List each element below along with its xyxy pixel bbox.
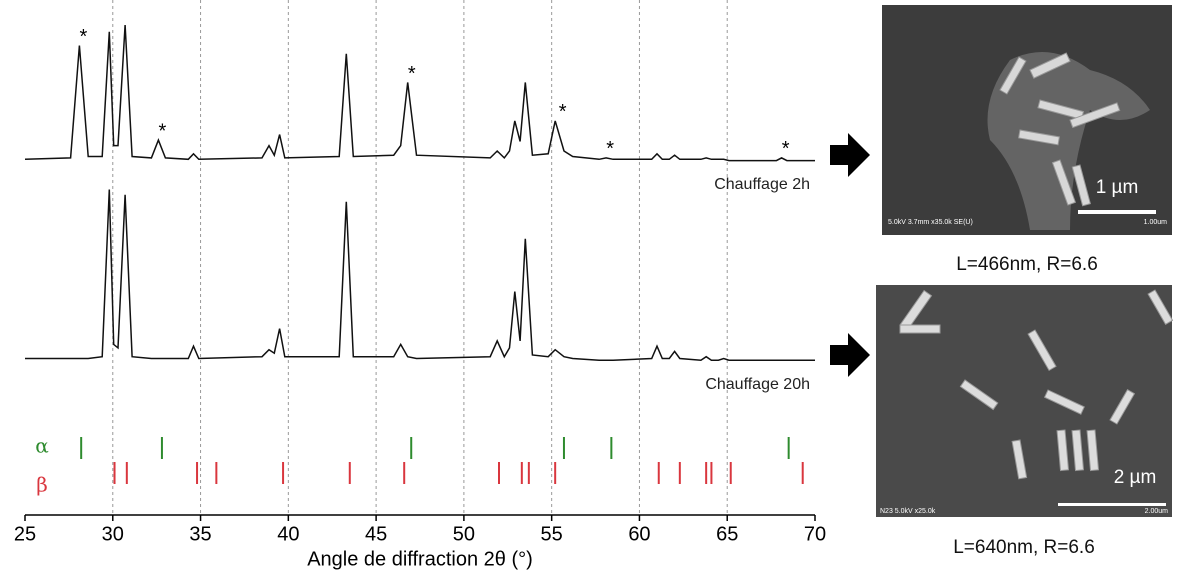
caption: L=466nm, R=6.6	[956, 254, 1098, 275]
x-tick-label: 45	[365, 523, 387, 545]
sem-bar-label: 1.00um	[1144, 219, 1168, 226]
peak-marker: *	[606, 138, 614, 160]
x-tick-label: 40	[277, 523, 299, 545]
series-label: Chauffage 20h	[705, 376, 810, 393]
sem-bar-label: 2.00um	[1145, 508, 1169, 515]
sem-image: 1 µm 5.0kV 3.7mm x35.0k SE(U) 1.00um	[882, 5, 1172, 235]
x-tick-label: 60	[628, 523, 650, 545]
x-tick-label: 30	[102, 523, 124, 545]
sem-image: 2 µm N23 5.0kV x25.0k 2.00um	[876, 285, 1174, 517]
x-tick-label: 65	[716, 523, 738, 545]
scale-label: 1 µm	[1096, 177, 1139, 198]
reference-label: α	[35, 434, 49, 458]
peak-marker: *	[782, 138, 790, 160]
sem-info: N23 5.0kV x25.0k	[880, 508, 936, 515]
peak-marker: *	[559, 101, 567, 123]
peak-marker: *	[80, 26, 88, 48]
x-tick-label: 55	[541, 523, 563, 545]
x-tick-label: 35	[189, 523, 211, 545]
xrd-pattern	[25, 189, 815, 361]
xrd-plot: 25 30 35 40 45 50 55 60 65 70 Angle de diffraction…	[14, 0, 826, 570]
x-axis-label: Angle de diffraction 2θ (°)	[307, 548, 533, 570]
peak-marker: *	[159, 120, 167, 142]
peak-marker: *	[408, 63, 416, 85]
x-tick-label: 70	[804, 523, 826, 545]
reference-label: β	[36, 473, 48, 497]
arrow	[830, 333, 870, 377]
arrow	[830, 133, 870, 177]
x-tick-label: 25	[14, 523, 36, 545]
series-label: Chauffage 2h	[714, 176, 810, 193]
caption: L=640nm, R=6.6	[953, 537, 1095, 558]
scale-label: 2 µm	[1114, 467, 1157, 488]
xrd-pattern	[24, 24, 815, 162]
sem-info: 5.0kV 3.7mm x35.0k SE(U)	[888, 219, 973, 226]
x-tick-label: 50	[453, 523, 475, 545]
